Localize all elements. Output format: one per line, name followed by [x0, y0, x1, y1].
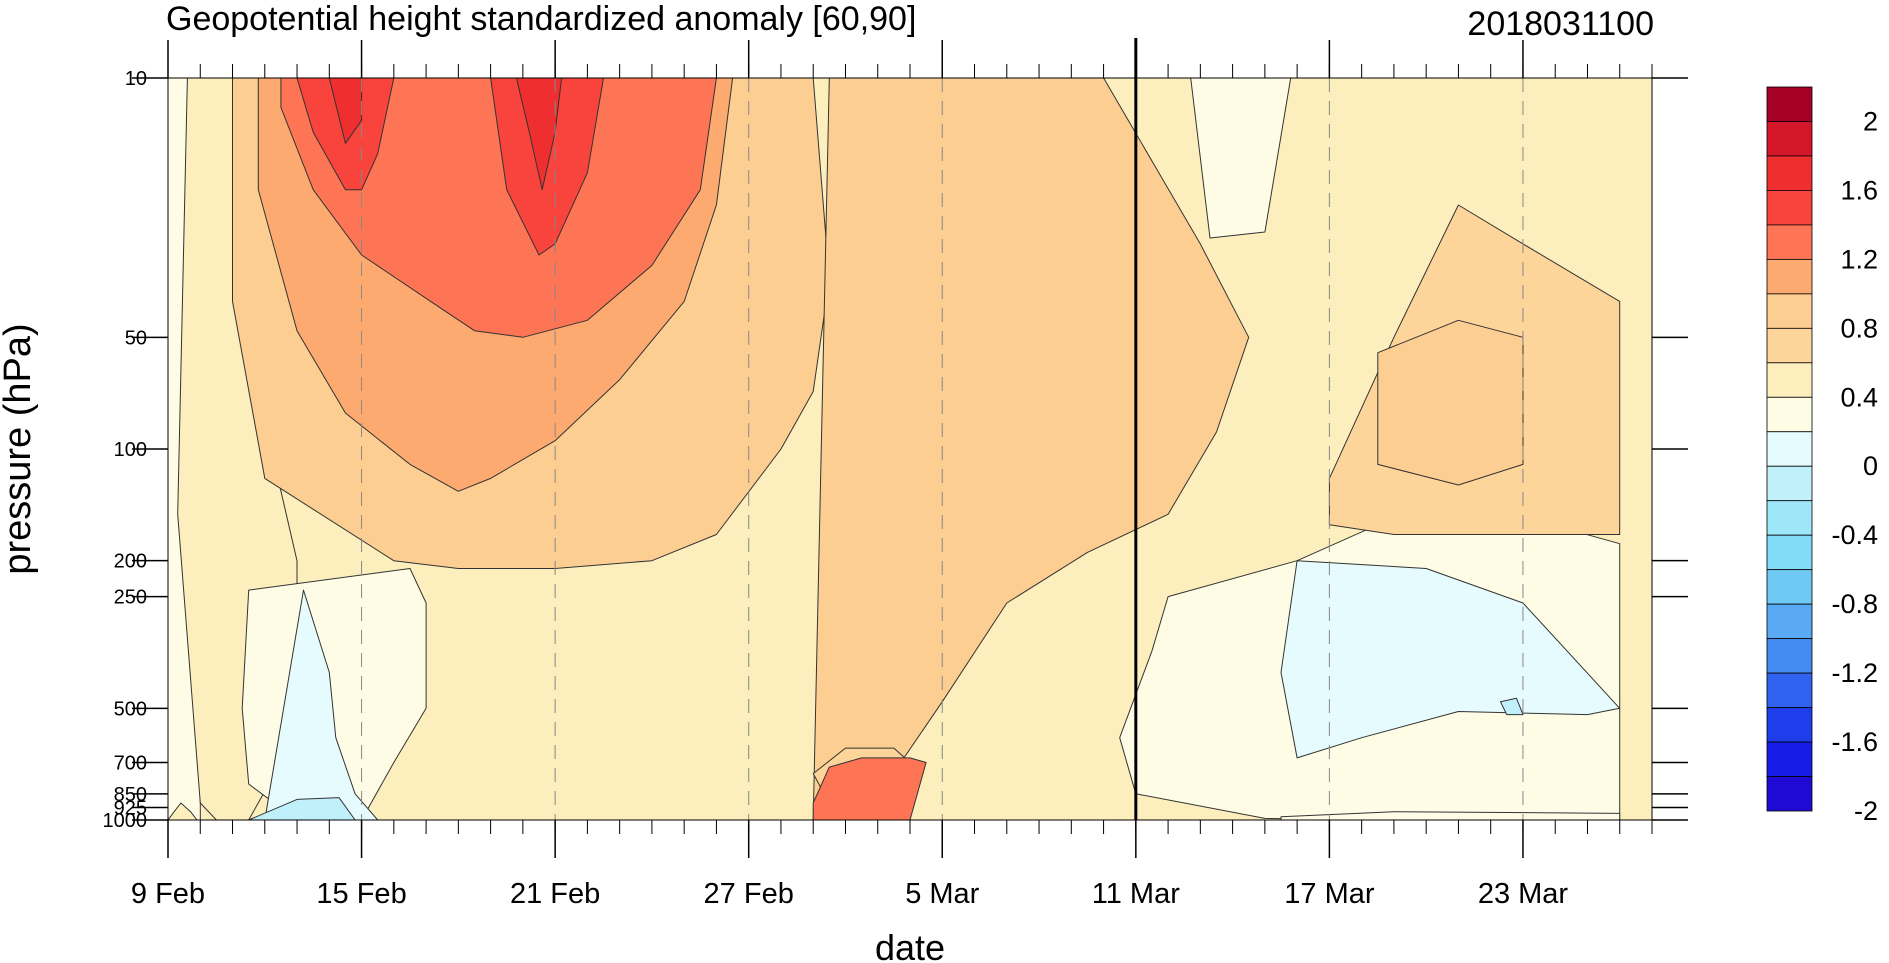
contour-region-11 [232, 589, 379, 820]
colorbar-label: -0.8 [1831, 589, 1878, 619]
colorbar-label: -2 [1854, 796, 1878, 826]
colorbar-label: 0.8 [1840, 313, 1878, 343]
colorbar-box [1766, 741, 1813, 777]
colorbar-box [1766, 362, 1813, 398]
colorbar-label: -0.4 [1831, 520, 1878, 550]
colorbar: 2 1.6 1.2 0.8 0.4 0 -0.4 -0.8 -1.2 -1.6 -2 [1766, 86, 1878, 826]
y-axis-label: pressure (hPa) [0, 323, 39, 574]
colorbar-box [1766, 707, 1813, 743]
contour-region-3 [812, 78, 1250, 820]
colorbar-box [1766, 396, 1813, 433]
colorbar-box [1766, 465, 1813, 502]
colorbar-box [1766, 327, 1813, 364]
x-tick-label: 15 Feb [316, 878, 406, 910]
chart-title: Geopotential height standardized anomaly… [166, 0, 916, 38]
x-axis-label: date [875, 927, 945, 963]
colorbar-box [1766, 603, 1813, 640]
colorbar-label: -1.6 [1831, 727, 1878, 757]
y-tick-label: 700 [114, 753, 147, 775]
colorbar-label: 1.6 [1840, 175, 1878, 205]
colorbar-box [1766, 190, 1813, 226]
colorbar-box [1766, 500, 1813, 536]
x-tick-label: 23 Mar [1478, 878, 1569, 910]
colorbar-box [1766, 672, 1813, 708]
x-tick-label: 9 Feb [131, 878, 205, 910]
colorbar-box [1766, 258, 1813, 295]
colorbar-label: 1.2 [1840, 244, 1878, 274]
colorbar-box [1766, 638, 1813, 674]
colorbar-box [1766, 431, 1813, 467]
y-tick-label: 10 [125, 68, 147, 90]
x-axis: 9 Feb 15 Feb 21 Feb 27 Feb 5 Mar 11 Mar 17 Mar… [131, 40, 1653, 910]
contour-fill-layer [168, 78, 1652, 820]
colorbar-label: 0.4 [1840, 382, 1878, 412]
y-tick-label: 100 [114, 439, 147, 461]
x-tick-label: 21 Feb [510, 878, 600, 910]
y-tick-label: 1000 [103, 810, 148, 832]
colorbar-label: -1.2 [1831, 658, 1878, 688]
y-tick-label: 200 [114, 551, 147, 573]
y-tick-label: 850 [114, 784, 147, 806]
contour-region-8 [328, 78, 363, 144]
x-tick-label: 11 Mar [1092, 878, 1180, 910]
colorbar-label: 2 [1863, 106, 1878, 136]
colorbar-box [1766, 776, 1813, 812]
colorbar-box [1766, 569, 1813, 605]
colorbar-box [1766, 121, 1813, 157]
contour-region-20 [1377, 319, 1524, 486]
y-tick-label: 250 [114, 587, 147, 609]
colorbar-box [1766, 86, 1813, 122]
contour-region-17 [1499, 697, 1524, 716]
contour-region-9 [515, 78, 563, 191]
colorbar-box [1766, 293, 1813, 329]
y-tick-label: 925 [114, 797, 147, 819]
colorbar-box [1766, 534, 1813, 571]
colorbar-box [1766, 224, 1813, 260]
y-tick-label: 50 [125, 327, 147, 349]
contour-region-12 [241, 797, 356, 820]
colorbar-label: 0 [1863, 451, 1878, 481]
x-tick-label: 27 Feb [704, 878, 794, 910]
contour-region-5 [280, 78, 717, 338]
contour-region-14 [812, 757, 927, 820]
contour-region-18 [1190, 78, 1292, 239]
colorbar-box [1766, 155, 1813, 191]
contour-region-21 [1280, 811, 1621, 820]
contour-region-16 [1280, 560, 1621, 759]
x-tick-label: 17 Mar [1284, 878, 1375, 910]
y-tick-label: 500 [114, 698, 147, 720]
x-tick-label: 5 Mar [905, 878, 979, 910]
chart-date-stamp: 2018031100 [1467, 5, 1654, 43]
